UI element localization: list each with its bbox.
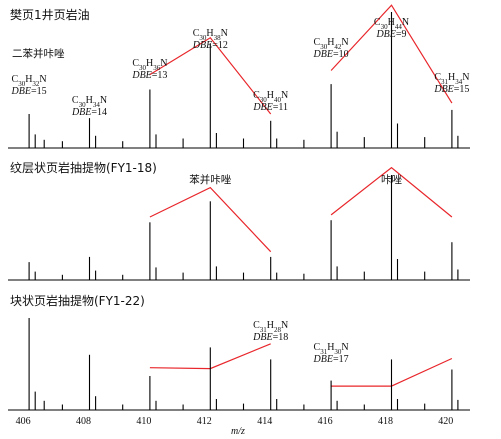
trend-line xyxy=(330,4,453,104)
dbe-label: DBE=18 xyxy=(252,332,288,343)
panel-3-trend-lines xyxy=(149,343,453,387)
formula-label: C30H42N xyxy=(314,37,349,51)
dbe-label: DBE=14 xyxy=(71,107,107,118)
panel-2-title: 纹层状页岩抽提物(FY1-18) xyxy=(10,160,157,175)
dbe-label: DBE=15 xyxy=(11,86,47,97)
panel-1-peaks xyxy=(28,12,459,148)
dbe-label: DBE=13 xyxy=(131,70,167,81)
formula-label: C30H36N xyxy=(132,58,167,72)
panel-fy1-22-extract: 块状页岩抽提物(FY1-22) C31H28NDBE=18C31H30NDBE=… xyxy=(8,293,470,411)
formula-label: C30H38N xyxy=(193,28,228,42)
dbe-label: DBE=11 xyxy=(252,102,288,113)
x-tick-label: 406 xyxy=(16,416,31,427)
dbe-label: DBE=17 xyxy=(313,354,349,365)
panel-3-peaks xyxy=(28,318,459,410)
trend-line xyxy=(149,186,272,253)
x-tick-label: 418 xyxy=(378,416,393,427)
compound-label: 苯并咔唑 xyxy=(189,173,231,186)
formula-label: C30H32N xyxy=(12,74,47,88)
trend-line xyxy=(330,166,453,218)
dbe-label: DBE=12 xyxy=(192,40,228,51)
formula-label: C31H30N xyxy=(314,342,349,356)
x-tick-label: 412 xyxy=(197,416,212,427)
panel-1-trend-lines xyxy=(149,4,453,115)
formula-label: C31H34N xyxy=(434,72,469,86)
formula-label: C30H44N xyxy=(374,17,409,31)
panel-2-peaks xyxy=(28,175,459,280)
panel-2-compound-labels: 苯并咔唑 咔唑 xyxy=(189,173,402,186)
panel-3-title: 块状页岩抽提物(FY1-22) xyxy=(10,293,145,308)
panel-1-subtitle: 二苯并咔唑 xyxy=(12,47,65,60)
dbe-label: DBE=10 xyxy=(313,49,349,60)
compound-label: 咔唑 xyxy=(381,173,402,186)
trend-line xyxy=(149,37,272,115)
x-axis-tick-labels: 406 408 410 412 414 416 418 420 xyxy=(16,416,454,427)
formula-label: C30H40N xyxy=(253,90,288,104)
formula-label: C30H34N xyxy=(72,95,107,109)
x-tick-label: 414 xyxy=(257,416,272,427)
x-tick-label: 420 xyxy=(438,416,453,427)
panel-2-trend-lines xyxy=(149,166,453,253)
x-tick-label: 416 xyxy=(318,416,333,427)
dbe-label: DBE=15 xyxy=(433,84,469,95)
panel-fy1-18-extract: 纹层状页岩抽提物(FY1-18) 苯并咔唑 咔唑 xyxy=(8,160,470,281)
panel-fanye1-shale-oil: 樊页1井页岩油 二苯并咔唑 C30H32NDBE=15C30H34NDBE=14… xyxy=(8,4,470,149)
x-axis-label: m/z xyxy=(231,426,245,437)
dbe-label: DBE=9 xyxy=(375,29,406,40)
x-tick-label: 408 xyxy=(76,416,91,427)
formula-label: C31H28N xyxy=(253,320,288,334)
x-tick-label: 410 xyxy=(136,416,151,427)
panel-1-annotations: C30H32NDBE=15C30H34NDBE=14C30H36NDBE=13C… xyxy=(11,17,470,118)
panel-1-title: 樊页1井页岩油 xyxy=(10,7,90,22)
